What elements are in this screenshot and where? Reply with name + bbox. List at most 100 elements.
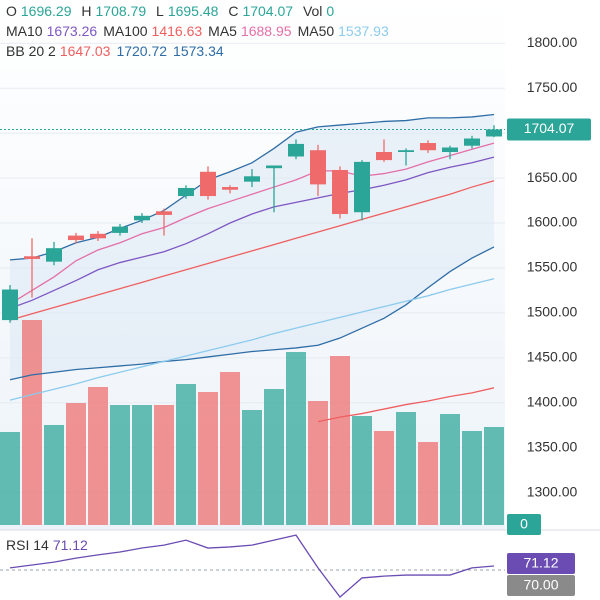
legend-value: 1416.63 [151,23,203,39]
ma-line [317,387,495,423]
legend-label: MA10 [6,23,43,39]
volume-bar [242,410,262,525]
ma-line [9,156,495,310]
y-tick-label: 1450.00 [527,349,578,365]
bb-legend: BB 20 2 1647.03 1720.72 1573.34 [6,43,230,59]
value: 1704.07 [242,3,294,19]
candle-body [178,187,194,197]
ma-line [9,142,495,305]
volume-tag [507,514,541,535]
bb-upper-line [9,113,495,261]
legend-label: MA5 [208,23,237,39]
legend-label: MA100 [103,23,148,39]
volume-bar [66,403,86,525]
volume-bar [352,416,372,525]
legend-value: 1688.95 [240,23,292,39]
value: 1720.72 [116,43,168,59]
label: L [156,3,164,19]
rsi-legend: RSI 14 71.12 [6,537,94,553]
value: 1573.34 [173,43,224,59]
volume-bar [396,412,416,525]
volume-bar [176,384,196,525]
rsi-tag [507,553,575,574]
y-tick-label: 1750.00 [527,79,578,95]
value: 1708.79 [95,3,147,19]
volume-bar [286,352,306,525]
candle-body [310,150,326,185]
label: RSI 14 [6,537,49,553]
candle-body [244,176,260,182]
candle-body [156,211,172,215]
candle-body [420,143,436,151]
candle-body [332,169,348,215]
volume-bar [462,431,482,525]
label: Vol [302,3,323,19]
y-tick-label: 1500.00 [527,304,578,320]
rsi-level-tag [507,575,575,596]
candle-body [90,233,106,239]
y-tick-label: 1350.00 [527,438,578,454]
candle-body [46,248,62,262]
price-tag [507,118,591,141]
y-tick-label: 1550.00 [527,259,578,275]
volume-bar [308,401,328,525]
candle-body [376,152,392,161]
candle-body [442,147,458,153]
candle-body [464,138,480,146]
rsi-tag-label: 71.12 [523,555,558,571]
ma-legend: MA10 1673.26 MA100 1416.63 MA5 1688.95 MA50 153… [6,23,395,39]
legend-label: MA50 [297,23,335,39]
candle-body [486,129,502,137]
candle-body [68,235,84,241]
y-tick-label: 1300.00 [527,483,578,499]
volume-bar [330,356,350,525]
ohlc-legend: O 1696.29 H 1708.79 L 1695.48 C 1704.07 Vol 0 [6,3,340,19]
value: 1647.03 [59,43,111,59]
volume-bar [220,372,240,525]
volume-bar [88,387,108,525]
candle-body [134,215,150,221]
volume-bar [264,389,284,525]
volume-bar [198,392,218,525]
volume-bar [44,425,64,525]
candle-body [200,171,216,197]
volume-bar [374,431,394,525]
volume-bar [132,405,152,525]
candle-body [112,226,128,233]
candle-body [288,143,304,157]
y-tick-label: 1650.00 [527,169,578,185]
y-tick-label: 1800.00 [527,34,578,50]
y-tick-label: 1400.00 [527,393,578,409]
value: 0 [326,3,335,19]
volume-bar [440,414,460,525]
value: 1695.48 [167,3,219,19]
volume-bar [484,427,504,525]
bb-middle-line [9,180,495,321]
rsi-level-tag-label: 70.00 [523,577,558,593]
candle-body [24,256,40,259]
label: BB 20 2 [6,43,56,59]
volume-bar [0,432,20,525]
label: C [228,3,239,19]
volume-bar [110,405,130,525]
ma-line [9,278,495,401]
candle-body [222,187,238,190]
label: H [81,3,92,19]
volume-bar [22,320,42,525]
volume-bar [418,442,438,525]
y-tick-label: 1600.00 [527,214,578,230]
price-tag-label: 1704.07 [524,120,575,136]
value: 71.12 [52,537,88,553]
candle-body [266,165,282,169]
candle-body [354,161,370,213]
legend-value: 1673.26 [46,23,98,39]
volume-bar [154,405,174,525]
candle-body [398,150,414,153]
value: 1696.29 [20,3,72,19]
legend-value: 1537.93 [338,23,389,39]
rsi-line [9,534,495,598]
candle-body [2,289,18,321]
volume-tag-label: 0 [520,516,528,532]
